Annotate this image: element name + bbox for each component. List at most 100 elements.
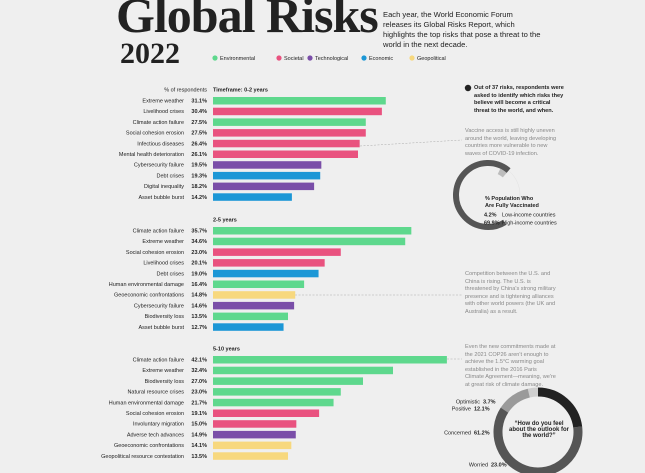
category-label: Climate action failure bbox=[133, 228, 184, 234]
arc bbox=[453, 160, 511, 230]
category-label: Livelihood crises bbox=[143, 109, 184, 115]
connector bbox=[359, 139, 463, 147]
note: Vaccine access is still highly uneven ar… bbox=[465, 128, 557, 157]
bar bbox=[213, 182, 315, 191]
value-label: 19.3% bbox=[191, 173, 207, 179]
category-label: Involuntary migration bbox=[133, 422, 184, 428]
bar bbox=[213, 291, 296, 299]
category-label: Human environmental damage bbox=[109, 400, 184, 406]
bar bbox=[213, 323, 284, 331]
category-label: Debt crises bbox=[156, 173, 184, 179]
category-label: Climate action failure bbox=[133, 120, 184, 126]
legend-label: Environmental bbox=[220, 56, 255, 62]
category-label: Livelihood crises bbox=[143, 261, 184, 267]
value-label: 4.2% bbox=[484, 212, 497, 218]
note: Out of 37 risks, respondents were asked … bbox=[474, 85, 564, 114]
category-label: Extreme weather bbox=[142, 239, 184, 245]
value-label: 3.7% bbox=[483, 399, 496, 405]
value-label: 30.4% bbox=[191, 109, 207, 115]
value-label: 27.5% bbox=[191, 120, 207, 126]
legend-swatch bbox=[361, 55, 367, 61]
chart-title: “How do you feel about the outlook for t… bbox=[509, 421, 569, 439]
bar bbox=[213, 248, 341, 256]
category-label: Cybersecurity failure bbox=[134, 303, 184, 309]
category-label: Asset bubble burst bbox=[138, 325, 184, 331]
category-label: Geoeconomic confrontations bbox=[114, 443, 184, 449]
value-label: 14.8% bbox=[191, 293, 207, 299]
category-label: Worried bbox=[469, 462, 488, 468]
note: Competition between the U.S. and China i… bbox=[465, 271, 556, 315]
value-label: 26.1% bbox=[191, 152, 207, 158]
value-label: 14.9% bbox=[191, 432, 207, 438]
category-label: Social cohesion erosion bbox=[126, 131, 184, 137]
chart-title: % Population Who Are Fully Vaccinated bbox=[485, 196, 539, 209]
bar bbox=[213, 171, 321, 180]
value-label: 20.1% bbox=[191, 261, 207, 267]
bar bbox=[213, 366, 393, 375]
value-label: 12.1% bbox=[474, 406, 490, 412]
category-label: Biodiversity loss bbox=[145, 314, 185, 320]
bar bbox=[213, 388, 341, 396]
category-label: Geopolitical resource contestation bbox=[101, 454, 184, 460]
value-label: 15.0% bbox=[191, 422, 207, 428]
bar bbox=[213, 398, 334, 407]
value-label: 14.2% bbox=[191, 195, 207, 201]
bar bbox=[213, 237, 406, 246]
value-label: 26.4% bbox=[191, 141, 207, 147]
panel-title: 2-5 years bbox=[213, 217, 237, 223]
category-label: Positive bbox=[452, 406, 471, 412]
category-label: Low-income countries bbox=[502, 212, 556, 218]
category-label: Extreme weather bbox=[142, 98, 184, 104]
value-label: 42.1% bbox=[191, 357, 207, 363]
bar bbox=[213, 356, 447, 364]
bar bbox=[213, 430, 296, 439]
pie-segment bbox=[493, 407, 583, 473]
value-label: 23.0% bbox=[491, 462, 507, 468]
legend-label: Geopolitical bbox=[417, 56, 446, 62]
pie-segment bbox=[500, 388, 531, 413]
value-label: 61.2% bbox=[474, 430, 490, 436]
category-label: Debt crises bbox=[156, 271, 184, 277]
info-icon bbox=[464, 84, 472, 92]
category-label: Asset bubble burst bbox=[138, 195, 184, 201]
bar bbox=[213, 452, 288, 460]
legend-label: Technological bbox=[315, 56, 348, 62]
value-label: 12.7% bbox=[191, 325, 207, 331]
legend-label: Societal bbox=[284, 56, 304, 62]
value-label: 27.0% bbox=[191, 379, 207, 385]
bar bbox=[213, 420, 297, 428]
value-label: 13.5% bbox=[191, 454, 207, 460]
title: Global Risks bbox=[116, 0, 379, 43]
bar bbox=[213, 139, 360, 148]
value-label: 21.7% bbox=[191, 400, 207, 406]
category-label: Adverse tech advances bbox=[127, 432, 184, 438]
value-label: 19.5% bbox=[191, 163, 207, 169]
pie-segment bbox=[527, 387, 539, 398]
category-label: Cybersecurity failure bbox=[134, 163, 184, 169]
arc bbox=[497, 168, 507, 178]
value-label: 14.1% bbox=[191, 443, 207, 449]
year: 2022 bbox=[120, 37, 180, 70]
bar bbox=[213, 280, 305, 288]
bar bbox=[213, 193, 292, 201]
value-label: 27.5% bbox=[191, 131, 207, 137]
bar bbox=[213, 150, 358, 158]
category-label: Geoeconomic confrontations bbox=[114, 293, 184, 299]
category-label: Extreme weather bbox=[142, 368, 184, 374]
bar bbox=[213, 259, 325, 267]
axis-label: % of respondents bbox=[164, 87, 207, 93]
bar bbox=[213, 409, 320, 417]
legend-swatch bbox=[307, 55, 313, 61]
legend-swatch bbox=[409, 55, 415, 61]
bar bbox=[213, 227, 412, 235]
legend-label: Economic bbox=[369, 56, 393, 62]
value-label: 35.7% bbox=[191, 228, 207, 234]
value-label: 23.0% bbox=[191, 250, 207, 256]
category-label: Natural resource crises bbox=[127, 390, 184, 396]
bar bbox=[213, 377, 363, 385]
legend-swatch bbox=[212, 55, 218, 61]
value-label: 16.4% bbox=[191, 282, 207, 288]
bar bbox=[213, 301, 295, 310]
